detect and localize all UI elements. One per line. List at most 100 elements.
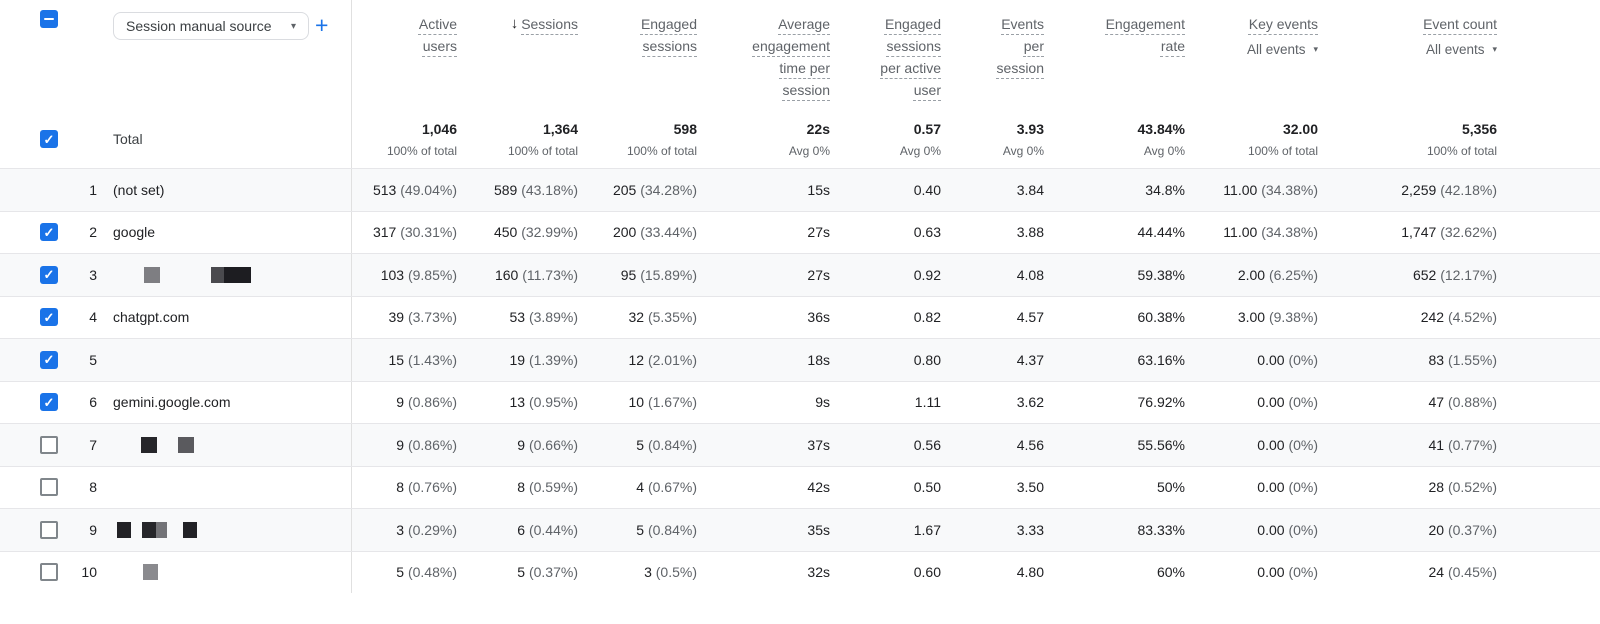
metric-cell: 205 (34.28%) [583,182,702,198]
totals-value: 598 [673,120,697,137]
row-checkbox[interactable]: ✓ [40,350,58,369]
metric-value: 0.50 [913,479,941,496]
metric-cell: 27s [702,224,835,240]
metric-value: 103 [380,266,405,283]
row-checkbox-cell: ✓ [0,339,72,381]
metric-cell: 1.11 [835,394,946,410]
row-checkbox[interactable] [40,563,58,582]
metric-cell: 60% [1049,564,1190,580]
event-filter-label: All events [1246,42,1306,57]
row-checkbox[interactable]: ✓ [40,308,58,327]
column-header-4[interactable]: Engaged sessions per active user [835,0,946,110]
column-header-line: Events per session [988,13,1044,79]
totals-value: 0.57 [913,120,941,137]
column-header-5[interactable]: Events per session [946,0,1049,110]
metric-cell: 513 (49.04%) [352,182,462,198]
metric-cell: 44.44% [1049,224,1190,240]
metric-cell: 1.67 [835,522,946,538]
row-number: 8 [89,479,97,496]
column-header-line: Key events [1249,13,1318,35]
totals-cell: 0.57 Avg 0% [835,121,946,158]
metric-value: 44.44% [1137,224,1185,241]
totals-checkbox[interactable]: ✓ [40,130,58,148]
column-header-0[interactable]: Active users [352,0,462,110]
metric-value: 5 [396,564,405,581]
totals-sub-label: 100% of total [386,143,457,158]
column-header-8[interactable]: Event count All events ▾ [1323,0,1570,110]
metric-value: 3.50 [1016,479,1044,496]
metric-cell: 34.8% [1049,182,1190,198]
metric-percent: (0.86%) [407,394,457,411]
metric-value: 95 [620,266,637,283]
metric-cell: 0.00 (0%) [1190,564,1323,580]
metric-cell: 1,747 (32.62%) [1323,224,1570,240]
metric-value: 55.56% [1137,436,1185,453]
totals-value: 5,356 [1461,120,1497,137]
metric-value: 0.00 [1257,394,1285,411]
event-filter-dropdown[interactable]: All events ▾ [1426,42,1497,57]
metric-value: 32 [628,309,645,326]
totals-value: 3.93 [1016,120,1044,137]
column-header-6[interactable]: Engagement rate [1049,0,1190,110]
metric-value: 9s [815,394,830,411]
redacted-text-block [141,436,157,453]
totals-cell: 1,046 100% of total [352,121,462,158]
dimension-header: Session manual source ▾ + [0,0,352,110]
select-all-checkbox[interactable] [40,10,58,28]
metric-percent: (11.73%) [522,266,578,283]
metric-cell: 3.84 [946,182,1049,198]
row-checkbox-cell [0,552,72,594]
metric-cell: 589 (43.18%) [462,182,583,198]
metric-cell: 3.62 [946,394,1049,410]
metric-value: 36s [807,309,830,326]
metric-value: 1,747 [1401,224,1437,241]
metric-cell: 28 (0.52%) [1323,479,1570,495]
metric-cell: 0.00 (0%) [1190,394,1323,410]
metric-percent: (0%) [1288,351,1318,368]
row-checkbox[interactable]: ✓ [40,265,58,284]
metric-value: 34.8% [1145,181,1185,198]
metric-value: 41 [1428,436,1445,453]
row-checkbox[interactable] [40,478,58,497]
metric-cell: 0.80 [835,352,946,368]
row-checkbox-cell: ✓ [0,254,72,296]
metric-cell: 3.33 [946,522,1049,538]
totals-cell: 22s Avg 0% [702,121,835,158]
metric-value: 8 [517,479,526,496]
totals-value: 1,364 [542,120,578,137]
metric-percent: (0%) [1288,521,1318,538]
totals-cell: 43.84% Avg 0% [1049,121,1190,158]
metric-cell: 0.00 (0%) [1190,352,1323,368]
metric-cell: 3 (0.5%) [583,564,702,580]
metric-cell: 20 (0.37%) [1323,522,1570,538]
row-checkbox[interactable] [40,520,58,539]
metric-cell: 242 (4.52%) [1323,309,1570,325]
metric-value: 4 [636,479,645,496]
metric-value: 59.38% [1137,266,1185,283]
metric-value: 3.00 [1237,309,1266,326]
metric-cell: 60.38% [1049,309,1190,325]
row-checkbox[interactable]: ✓ [40,223,58,242]
metric-cell: 200 (33.44%) [583,224,702,240]
metric-value: 4.57 [1016,309,1044,326]
checkmark-icon: ✓ [43,394,55,410]
column-header-1[interactable]: ↓ Sessions [462,0,583,110]
metric-cell: 53 (3.89%) [462,309,583,325]
event-filter-dropdown[interactable]: All events ▾ [1247,42,1318,57]
table-row: 1 (not set) 513 (49.04%) 589 (43.18%) 205 (3… [0,168,1600,211]
column-header-3[interactable]: Average engagement time per session [702,0,835,110]
row-checkbox[interactable] [40,435,58,454]
add-dimension-button[interactable]: + [315,12,329,38]
totals-cell: 1,364 100% of total [462,121,583,158]
row-checkbox[interactable]: ✓ [40,393,58,412]
metric-percent: (0.5%) [655,564,697,581]
column-header-label: Event count [1423,16,1497,32]
metric-cell: 12 (2.01%) [583,352,702,368]
metric-cell: 32 (5.35%) [583,309,702,325]
dimension-selector[interactable]: Session manual source ▾ [113,12,309,40]
column-header-2[interactable]: Engaged sessions [583,0,702,110]
metric-value: 18s [807,351,830,368]
totals-row: ✓ Total 1,046 100% of total 1,364 100% of t… [0,110,1600,168]
column-header-7[interactable]: Key events All events ▾ [1190,0,1323,110]
metric-cell: 2,259 (42.18%) [1323,182,1570,198]
